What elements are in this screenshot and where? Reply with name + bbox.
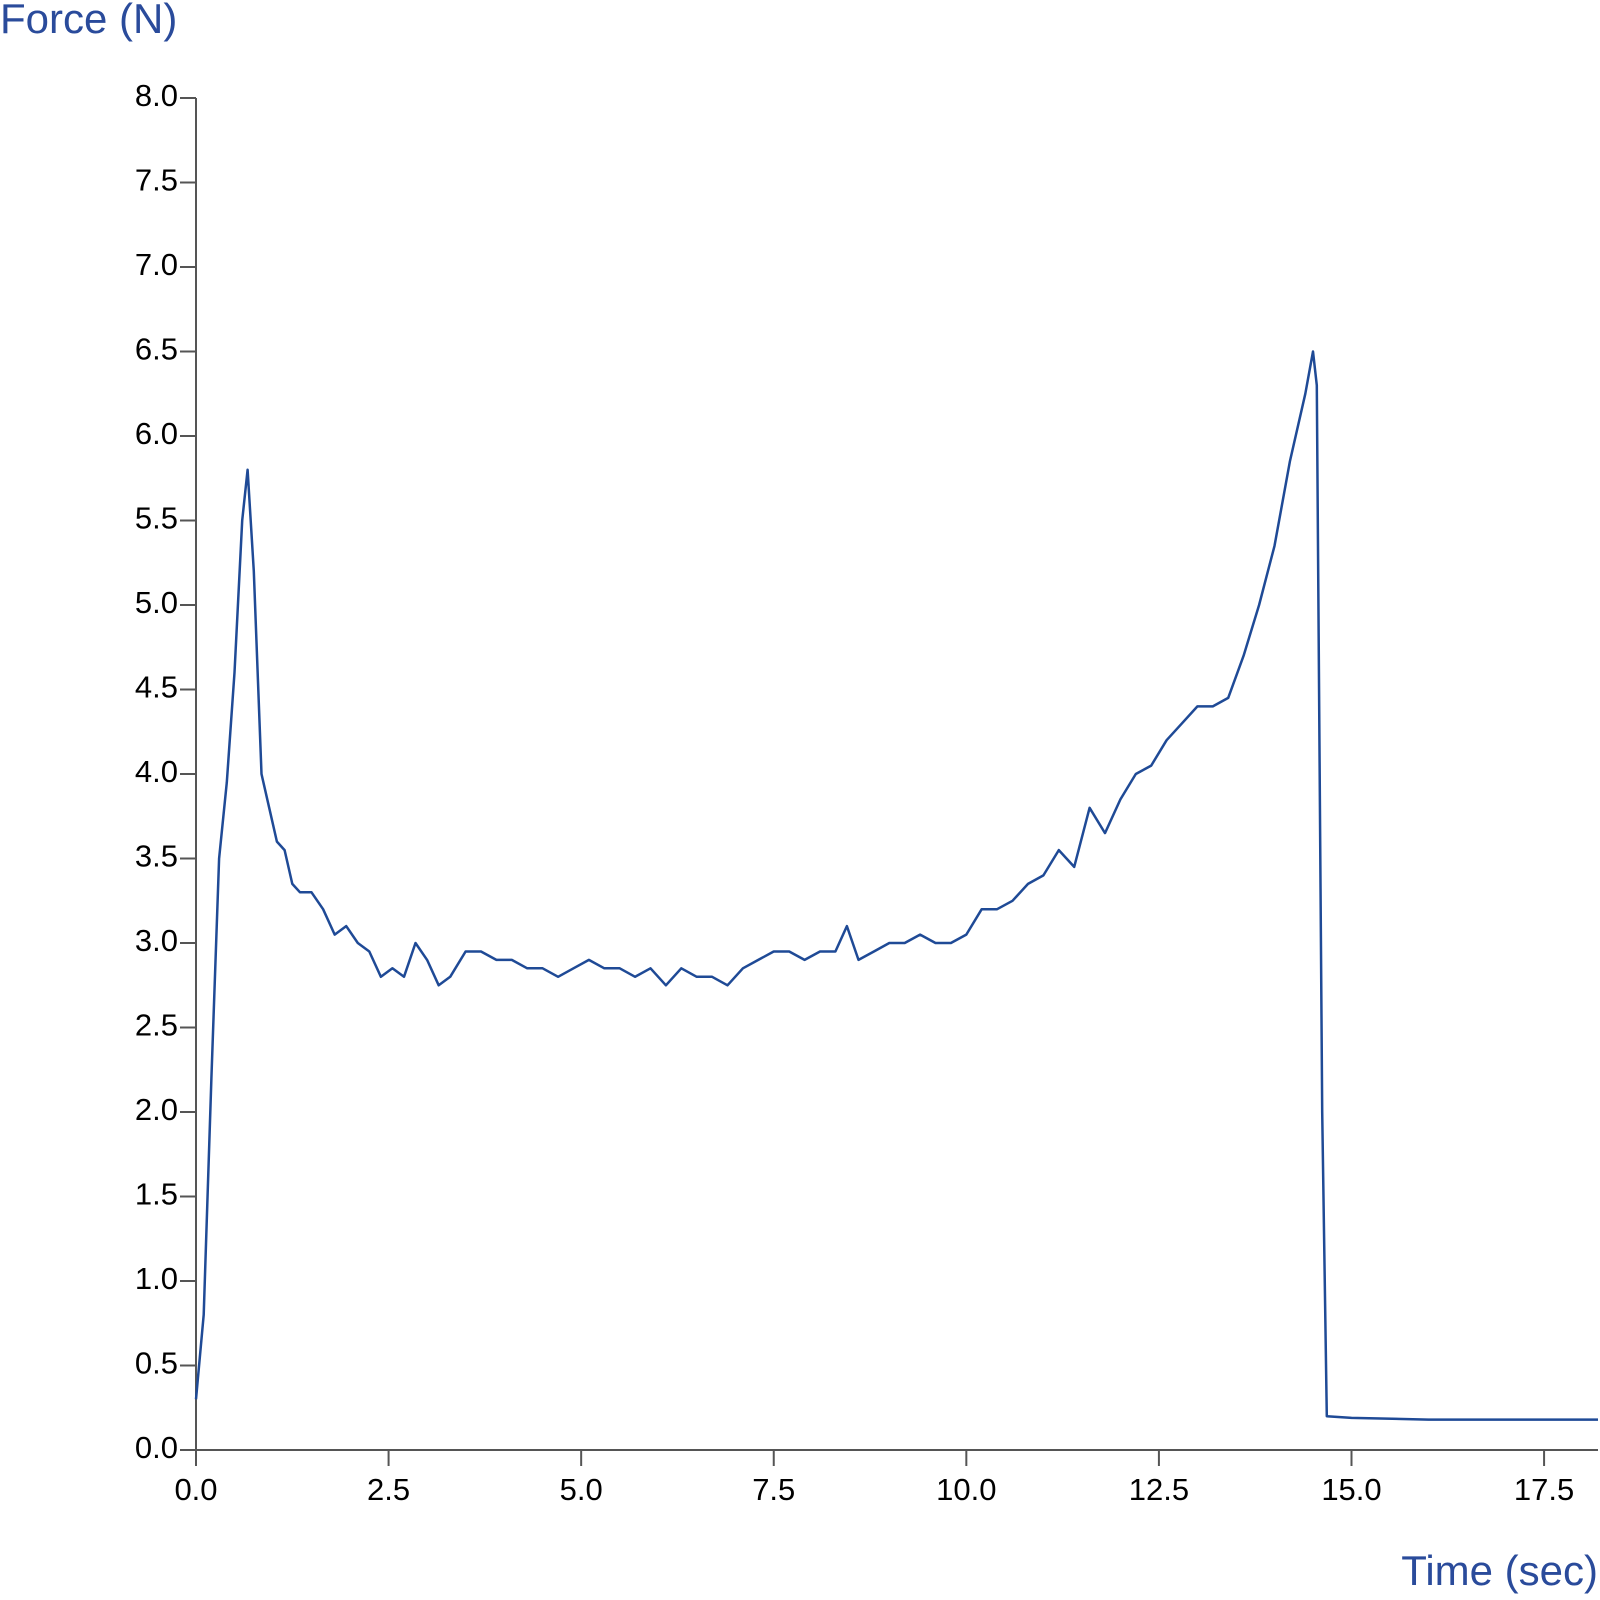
x-axis-title: Time (sec) bbox=[1401, 1547, 1598, 1594]
y-tick-label: 0.0 bbox=[135, 1430, 178, 1465]
x-tick-label: 15.0 bbox=[1321, 1472, 1381, 1507]
x-tick-label: 17.5 bbox=[1514, 1472, 1574, 1507]
y-tick-label: 0.5 bbox=[135, 1346, 178, 1381]
y-axis-title: Force (N) bbox=[0, 0, 177, 42]
y-tick-label: 2.0 bbox=[135, 1092, 178, 1127]
y-tick-label: 6.5 bbox=[135, 332, 178, 367]
y-tick-label: 3.0 bbox=[135, 923, 178, 958]
x-tick-label: 0.0 bbox=[174, 1472, 217, 1507]
y-tick-label: 8.0 bbox=[135, 78, 178, 113]
x-tick-label: 12.5 bbox=[1129, 1472, 1189, 1507]
y-tick-label: 4.5 bbox=[135, 670, 178, 705]
y-tick-label: 6.0 bbox=[135, 416, 178, 451]
force-line bbox=[194, 350, 1598, 1421]
x-tick-label: 10.0 bbox=[936, 1472, 996, 1507]
y-tick-label: 4.0 bbox=[135, 754, 178, 789]
y-tick-label: 2.5 bbox=[135, 1008, 178, 1043]
x-tick-label: 5.0 bbox=[560, 1472, 603, 1507]
x-tick-label: 7.5 bbox=[752, 1472, 795, 1507]
y-tick-label: 1.5 bbox=[135, 1177, 178, 1212]
y-tick-label: 3.5 bbox=[135, 839, 178, 874]
y-tick-label: 1.0 bbox=[135, 1261, 178, 1296]
y-tick-label: 7.0 bbox=[135, 247, 178, 282]
x-tick-label: 2.5 bbox=[367, 1472, 410, 1507]
y-tick-label: 5.5 bbox=[135, 501, 178, 536]
y-tick-label: 5.0 bbox=[135, 585, 178, 620]
y-tick-label: 7.5 bbox=[135, 163, 178, 198]
